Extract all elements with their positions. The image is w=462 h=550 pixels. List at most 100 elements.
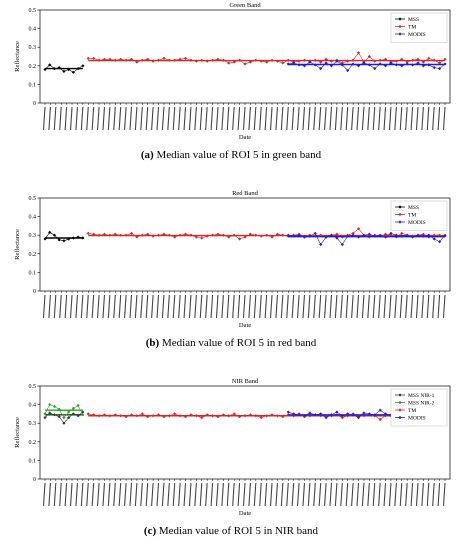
x-tick-label-mark bbox=[313, 482, 316, 507]
x-tick-label-mark bbox=[356, 294, 360, 319]
data-point bbox=[416, 57, 420, 61]
x-tick-label-mark bbox=[361, 106, 365, 131]
x-tick-label-mark bbox=[80, 482, 84, 507]
x-tick-label-mark bbox=[334, 294, 338, 319]
x-tick-label-mark bbox=[156, 482, 160, 507]
x-tick-label-mark bbox=[113, 294, 116, 319]
data-point bbox=[124, 415, 128, 419]
x-tick-label-mark bbox=[318, 482, 322, 507]
y-tick-label: 0 bbox=[33, 289, 36, 295]
data-point bbox=[319, 233, 323, 237]
chart-red-band: Red Band 0 0.1 0.2 0.3 0.4 0.5 Reflectance Date M… bbox=[14, 190, 451, 329]
x-tick-label-mark bbox=[134, 482, 138, 507]
x-tick-label-mark bbox=[367, 294, 370, 319]
data-point bbox=[351, 233, 355, 237]
caption-a-text: Median value of ROI 5 in green band bbox=[156, 149, 322, 161]
x-tick-label-mark bbox=[318, 106, 322, 131]
plot-frame bbox=[39, 385, 451, 480]
data-point bbox=[373, 66, 377, 71]
caption-a-letter: (a) bbox=[140, 149, 154, 161]
y-tick-label: 0.3 bbox=[29, 45, 37, 51]
x-tick-label-mark bbox=[167, 482, 170, 507]
data-point bbox=[124, 233, 128, 237]
data-point bbox=[97, 414, 101, 418]
legend-swatch-marker bbox=[398, 24, 402, 29]
x-tick-label-mark bbox=[237, 106, 241, 131]
data-point bbox=[405, 233, 409, 237]
x-tick-label-mark bbox=[340, 294, 343, 319]
data-point bbox=[416, 233, 420, 237]
data-point bbox=[297, 413, 301, 417]
data-point bbox=[362, 233, 366, 237]
x-tick-label-mark bbox=[80, 294, 84, 319]
data-point bbox=[237, 415, 242, 419]
legend-swatch-marker bbox=[398, 212, 402, 217]
x-tick-label-mark bbox=[118, 294, 122, 319]
x-tick-label-mark bbox=[194, 482, 197, 507]
data-point bbox=[265, 233, 269, 237]
x-tick-label-mark bbox=[426, 294, 430, 319]
data-point bbox=[356, 235, 361, 239]
x-tick-label-mark bbox=[178, 294, 181, 319]
data-point bbox=[162, 415, 166, 419]
x-tick-label-mark bbox=[437, 294, 441, 319]
x-tick-label-mark bbox=[188, 106, 192, 131]
data-point bbox=[135, 414, 139, 418]
x-tick-label-mark bbox=[275, 106, 278, 131]
data-point bbox=[102, 232, 107, 236]
plot-frame bbox=[39, 9, 451, 104]
data-point bbox=[167, 233, 171, 237]
x-tick-label-mark bbox=[145, 294, 149, 319]
x-tick-label-mark bbox=[405, 106, 408, 131]
data-point bbox=[216, 57, 220, 61]
x-tick-label-mark bbox=[226, 106, 230, 131]
x-tick-label-mark bbox=[307, 294, 311, 319]
data-point bbox=[400, 64, 404, 68]
data-point bbox=[108, 414, 112, 418]
x-tick-label-mark bbox=[383, 106, 387, 131]
x-tick-label-mark bbox=[275, 294, 278, 319]
x-tick-label-mark bbox=[205, 294, 208, 319]
data-point bbox=[227, 414, 231, 418]
x-tick-label-mark bbox=[253, 294, 257, 319]
data-point bbox=[205, 59, 209, 63]
x-tick-label-mark bbox=[75, 106, 78, 131]
data-point bbox=[437, 66, 442, 71]
x-tick-label-mark bbox=[378, 482, 381, 507]
y-axis-label: Reflectance bbox=[14, 41, 21, 72]
data-point bbox=[437, 233, 442, 237]
x-tick-label-mark bbox=[324, 294, 327, 319]
data-point bbox=[254, 233, 258, 237]
x-tick-label-mark bbox=[178, 106, 181, 131]
x-tick-label-mark bbox=[242, 482, 246, 507]
x-tick-label-mark bbox=[64, 482, 68, 507]
x-tick-label-mark bbox=[59, 294, 62, 319]
x-tick-label-mark bbox=[199, 106, 203, 131]
series-mss bbox=[43, 63, 85, 74]
x-tick-label-mark bbox=[129, 294, 133, 319]
data-point bbox=[194, 59, 198, 63]
legend-swatch-marker bbox=[398, 17, 402, 21]
x-tick-label-mark bbox=[280, 482, 284, 507]
data-point bbox=[119, 414, 123, 418]
data-point bbox=[281, 61, 285, 65]
data-point bbox=[308, 411, 312, 415]
legend-label: MODIS bbox=[408, 220, 426, 226]
x-tick-label-mark bbox=[42, 482, 46, 507]
data-point bbox=[405, 60, 409, 64]
x-tick-label-mark bbox=[340, 482, 343, 507]
x-tick-label-mark bbox=[410, 482, 414, 507]
x-tick-label-mark bbox=[161, 294, 165, 319]
x-tick-label-mark bbox=[75, 482, 78, 507]
data-point bbox=[437, 61, 442, 65]
x-tick-label-mark bbox=[167, 294, 170, 319]
caption-b-letter: (b) bbox=[145, 337, 160, 349]
x-tick-label-mark bbox=[329, 482, 333, 507]
data-point bbox=[57, 238, 61, 242]
data-point bbox=[292, 412, 296, 416]
x-tick-label-mark bbox=[221, 106, 224, 131]
data-point bbox=[156, 233, 161, 237]
x-tick-label-mark bbox=[313, 106, 316, 131]
legend: MSS NIR-1 MSS NIR-2TM MODIS bbox=[390, 388, 448, 427]
data-point bbox=[237, 58, 242, 62]
